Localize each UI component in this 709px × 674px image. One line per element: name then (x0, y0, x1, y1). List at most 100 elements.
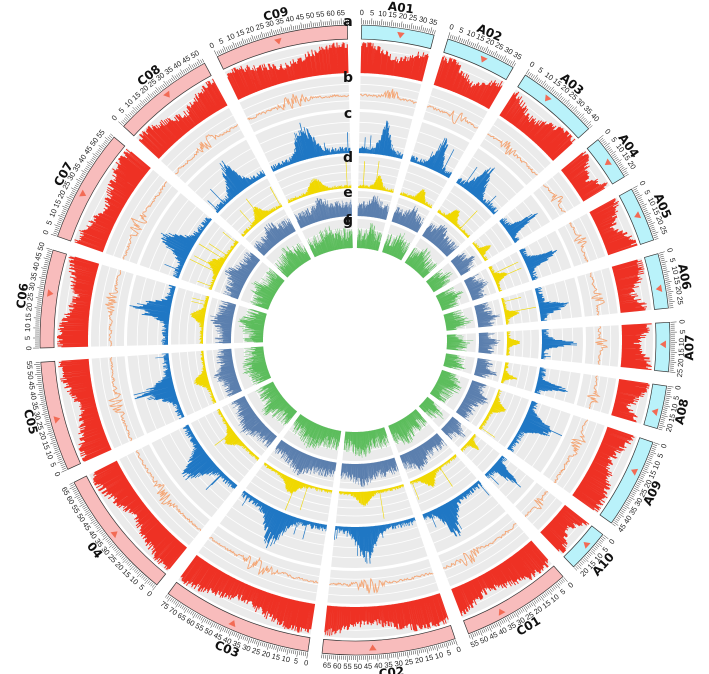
track-b-histogram (451, 540, 549, 617)
tick-label: 35 (274, 16, 284, 27)
track-e-gridline (521, 330, 524, 358)
track-d-gridline (425, 487, 486, 525)
tick-label: 40 (622, 514, 634, 526)
track-c-gridline (584, 374, 593, 408)
tick-label: 45 (364, 662, 373, 671)
chromosome-c07 (73, 148, 285, 310)
track-e-gridline (497, 396, 522, 443)
chromosome-label: C05 (21, 408, 41, 436)
centromere-marker (655, 284, 663, 292)
track-d-background (456, 148, 525, 215)
track-d-gridline (259, 121, 350, 145)
track-b-bars (360, 42, 429, 82)
track-c-gridline (545, 182, 568, 212)
track-d-gridline (505, 474, 527, 498)
track-e-gridline (195, 231, 227, 285)
ticks-a01 (361, 18, 436, 35)
track-d-histogram (241, 490, 327, 549)
track-e-gridline (449, 191, 486, 223)
track-c-gridline (242, 83, 349, 111)
track-c-gridline (99, 358, 123, 446)
track-d-gridline (466, 165, 510, 202)
track-e-gridline (255, 474, 330, 507)
tick-label: 0 (528, 60, 536, 70)
track-b-histogram (499, 91, 576, 161)
track-f-bars (478, 332, 501, 354)
track-g-histogram (237, 309, 267, 343)
track-b-bars (620, 323, 652, 371)
tick-label: 50 (75, 512, 87, 524)
tick-label: 40 (374, 661, 383, 671)
tick-label: 30 (632, 496, 644, 508)
track-f-bars (357, 195, 390, 220)
tick-label: 35 (512, 50, 524, 62)
centromere-marker (651, 408, 659, 416)
chromosome-04 (89, 381, 298, 572)
tick-label: 35 (30, 401, 40, 411)
track-b-bars (180, 555, 316, 633)
tick-label: 40 (76, 153, 88, 165)
track-f-gridline (470, 386, 491, 424)
track-e-bars (501, 297, 537, 325)
track-letter-layer: a b c d efg (343, 14, 353, 229)
tick-label: 10 (281, 654, 291, 665)
tick-label: 60 (326, 9, 335, 19)
tick-label: 5 (217, 36, 224, 46)
track-c-gridline (600, 269, 610, 315)
track-c-gridline (120, 180, 167, 259)
track-c-gridline (520, 487, 544, 513)
track-f-gridline (357, 196, 391, 203)
track-c-background (542, 414, 605, 494)
tick-label: 0 (673, 385, 683, 390)
track-d-bars (422, 480, 490, 537)
chromosome-a09 (429, 369, 637, 514)
track-e-gridline (188, 226, 221, 283)
chromosome-label: A07 (682, 334, 697, 360)
centromere-marker (544, 94, 552, 102)
tick-label: 10 (378, 9, 387, 19)
track-c-gridline (115, 271, 127, 347)
track-c-gc-line (542, 184, 566, 213)
track-d-gridline (531, 410, 562, 467)
track-f-bars (399, 433, 448, 471)
track-f-histogram (478, 332, 501, 354)
track-e-gridline (508, 296, 515, 324)
track-e-gridline (358, 163, 400, 171)
track-f-histogram (399, 433, 448, 471)
track-g-bars (356, 223, 383, 251)
track-e-bars (460, 433, 480, 453)
track-e-bars (399, 188, 433, 209)
tick-label: 20 (674, 286, 684, 296)
track-e-background (335, 484, 414, 524)
centromere-marker (369, 644, 377, 651)
track-c-gridline (609, 325, 612, 366)
track-e-gridline (338, 491, 406, 501)
track-c-gridline (444, 525, 519, 572)
track-e-bars (287, 156, 352, 204)
tick-label: 20 (37, 430, 48, 441)
tick-label: 20 (626, 159, 638, 171)
tick-label: 45 (27, 381, 37, 391)
tick-label: 5 (23, 336, 32, 340)
track-c-gridline (141, 447, 205, 527)
chromosome-band-a08 (643, 383, 668, 430)
track-e-gridline (187, 351, 203, 410)
chromosome-band-c06 (39, 249, 67, 349)
tick-label: 45 (488, 630, 499, 642)
tick-label: 10 (466, 28, 477, 39)
track-b-histogram (611, 259, 647, 313)
tick-label: 45 (212, 630, 223, 642)
ticks-04 (69, 482, 157, 591)
track-c-gc-line (329, 572, 434, 594)
track-g-histogram (418, 396, 444, 420)
track-g-gridline (306, 228, 353, 241)
track-f-histogram (340, 457, 399, 488)
track-g-gridline (272, 241, 303, 265)
tick-label: 5 (655, 452, 665, 459)
tick-label: 35 (28, 272, 38, 282)
track-d-histogram (207, 160, 266, 214)
track-e-gridline (404, 179, 440, 196)
track-e-histogram (500, 362, 518, 384)
ticks-a08 (658, 385, 674, 431)
chromosome-label: A10 (589, 550, 617, 579)
